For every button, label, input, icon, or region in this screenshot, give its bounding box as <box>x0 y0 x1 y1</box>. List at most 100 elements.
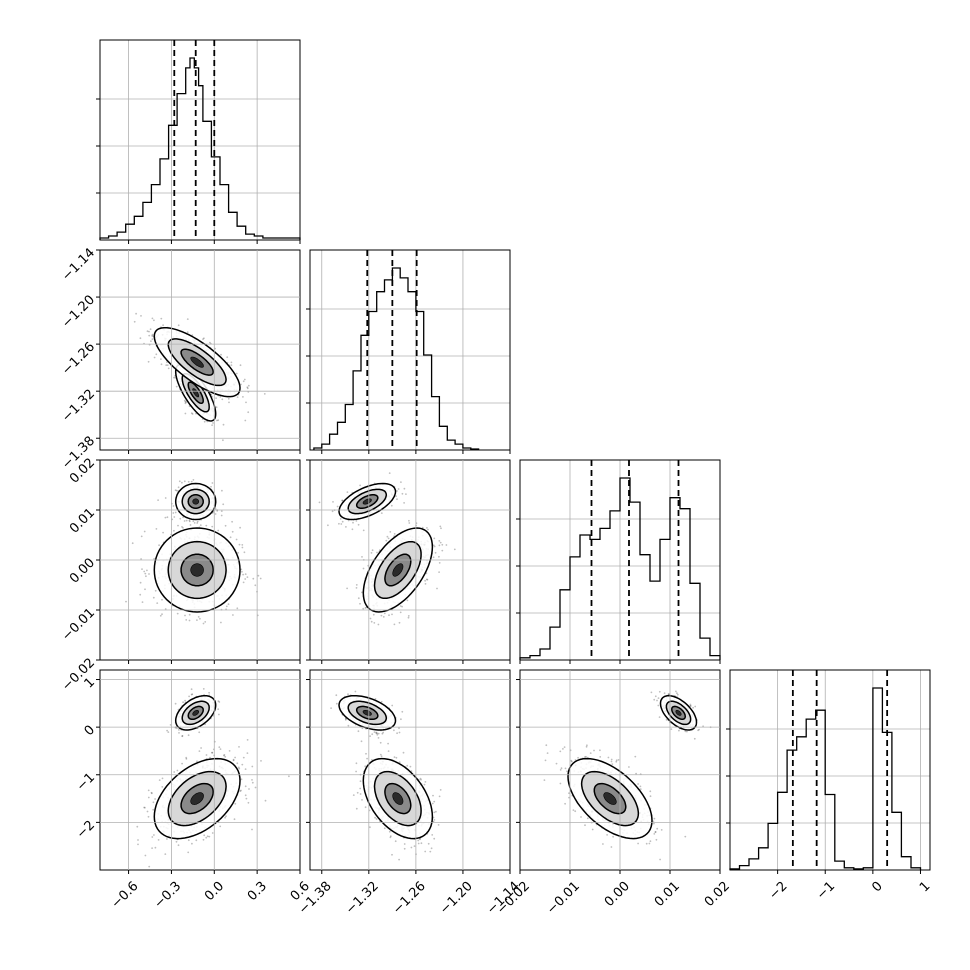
sample-point <box>433 811 436 814</box>
sample-point <box>150 340 152 342</box>
sample-point <box>240 778 243 781</box>
sample-point <box>153 319 155 322</box>
sample-point <box>684 730 687 733</box>
sample-point <box>185 758 188 760</box>
sample-point <box>224 755 227 758</box>
sample-point <box>228 750 231 752</box>
sample-point <box>245 797 248 800</box>
sample-point <box>160 358 162 360</box>
sample-point <box>246 752 249 754</box>
sample-point <box>184 699 187 702</box>
sample-point <box>153 834 155 836</box>
contour-core-1 <box>392 563 404 577</box>
sample-point <box>431 802 434 805</box>
sample-point <box>209 756 211 759</box>
sample-point <box>424 579 426 582</box>
sample-point <box>345 526 347 528</box>
sample-point <box>233 818 236 821</box>
sample-point <box>425 578 428 581</box>
sample-point <box>238 543 241 546</box>
sample-point <box>167 731 170 733</box>
sample-point <box>149 328 152 331</box>
sample-point <box>362 607 365 610</box>
sample-point <box>241 544 244 546</box>
sample-point <box>243 378 246 381</box>
sample-point <box>351 528 354 531</box>
sample-point <box>199 524 202 526</box>
y-tick-label: 1 <box>82 675 98 691</box>
sample-point <box>211 751 214 754</box>
sample-point <box>374 698 377 700</box>
y-tick-label: −2 <box>74 818 98 842</box>
sample-point <box>369 735 371 737</box>
sample-point <box>161 598 163 601</box>
sample-point <box>438 555 440 558</box>
sample-point <box>166 516 169 519</box>
sample-point <box>220 621 222 624</box>
sample-point <box>137 839 139 841</box>
sample-point <box>390 504 393 507</box>
sample-point <box>403 502 405 504</box>
sample-point <box>157 839 160 841</box>
sample-point <box>364 607 367 609</box>
sample-point <box>237 766 240 769</box>
sample-point <box>441 543 444 546</box>
sample-point <box>217 529 220 532</box>
sample-point <box>199 617 201 620</box>
sample-point <box>246 739 249 741</box>
sample-point <box>147 796 150 799</box>
sample-point <box>144 854 147 857</box>
sample-point <box>206 835 209 838</box>
sample-point <box>176 727 178 730</box>
sample-point <box>166 729 169 732</box>
sample-point <box>220 510 223 512</box>
sample-point <box>424 781 427 783</box>
sample-point <box>191 693 194 695</box>
sample-point <box>426 578 429 581</box>
sample-point <box>693 737 696 740</box>
sample-point <box>232 758 235 761</box>
sample-point <box>438 795 441 798</box>
sample-point <box>380 755 383 758</box>
sample-point <box>657 704 660 707</box>
sample-point <box>393 729 395 732</box>
sample-point <box>364 806 367 809</box>
sample-point <box>678 729 680 732</box>
sample-point <box>182 527 184 529</box>
panel-frame <box>309 669 511 871</box>
sample-point <box>433 837 436 840</box>
sample-point <box>346 491 349 493</box>
sample-point <box>373 622 376 624</box>
sample-point <box>689 705 692 707</box>
sample-point <box>190 480 193 483</box>
sample-point <box>393 756 396 758</box>
x-tick-label: 0.0 <box>202 879 227 904</box>
sample-point <box>439 789 442 791</box>
x-tick-label: −1.26 <box>390 879 429 918</box>
sample-point <box>424 583 427 585</box>
sample-point <box>391 613 393 616</box>
sample-point <box>247 801 250 804</box>
sample-point <box>154 846 157 849</box>
sample-point <box>257 574 260 577</box>
sample-point <box>686 730 688 733</box>
sample-point <box>246 386 249 389</box>
sample-point <box>136 825 139 828</box>
sample-point <box>355 762 358 765</box>
sample-point <box>186 331 189 334</box>
contour-core-0 <box>192 388 199 398</box>
sample-point <box>151 792 153 795</box>
sample-point <box>364 765 367 768</box>
sample-point <box>203 337 205 340</box>
sample-point <box>417 839 420 842</box>
sample-point <box>382 616 385 618</box>
y-tick-label: −1.32 <box>59 387 98 426</box>
sample-point <box>230 364 233 366</box>
panel-3-1: −1.38 −1.32 −1.26 −1.20 −1.14 <box>296 669 523 918</box>
sample-point <box>417 842 420 845</box>
sample-point <box>356 791 359 794</box>
sample-point <box>406 599 409 602</box>
sample-point <box>698 728 700 731</box>
sample-point <box>330 707 332 709</box>
